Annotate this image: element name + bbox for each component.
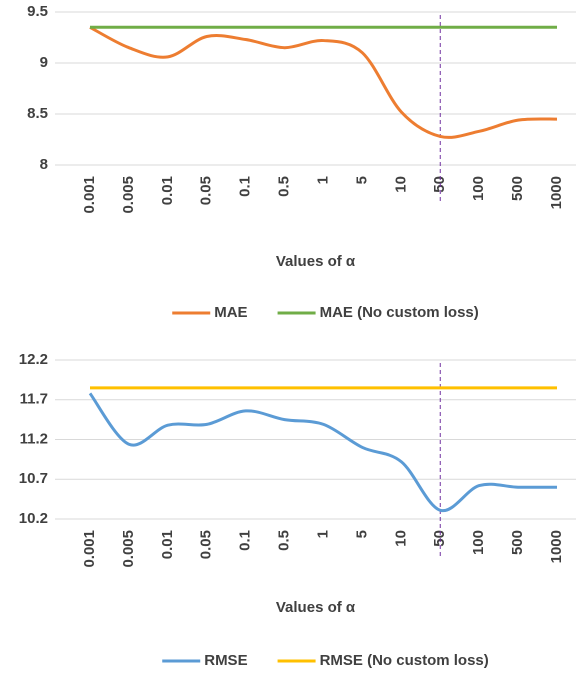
x-tick-label: 0.05 (198, 530, 215, 559)
legend: MAE MAE (No custom loss) (172, 304, 479, 321)
x-tick-label: 1 (314, 530, 331, 538)
x-axis-title: Values of α (276, 599, 356, 616)
x-tick-label: 5 (353, 530, 370, 538)
x-axis-title: Values of α (276, 253, 356, 270)
legend-label: RMSE (No custom loss) (320, 652, 489, 669)
x-tick-label: 0.5 (276, 176, 293, 197)
y-tick-label: 10.7 (19, 470, 48, 487)
series-line (88, 392, 558, 512)
x-tick-label: 0.5 (276, 530, 293, 551)
x-tick-label: 1000 (548, 176, 565, 209)
y-tick-label: 9.5 (27, 3, 48, 20)
x-tick-label: 10 (392, 176, 409, 193)
x-tick-label: 0.05 (198, 176, 215, 205)
legend-label: RMSE (204, 652, 247, 669)
y-tick-label: 8.5 (27, 105, 48, 122)
x-tick-label: 100 (470, 530, 487, 555)
legend-label: MAE (214, 304, 247, 321)
y-tick-label: 11.2 (20, 430, 48, 447)
y-tick-label: 8 (40, 156, 48, 173)
y-tick-label: 10.2 (19, 510, 48, 527)
x-tick-label: 50 (431, 176, 448, 193)
x-tick-label: 0.1 (237, 530, 254, 551)
series-line (89, 25, 558, 139)
x-tick-label: 0.005 (120, 176, 137, 214)
x-tick-label: 0.01 (159, 176, 176, 205)
y-tick-label: 9 (40, 54, 48, 71)
x-tick-label: 10 (392, 530, 409, 547)
x-tick-label: 0.001 (81, 176, 98, 214)
x-tick-label: 0.01 (159, 530, 176, 559)
legend: RMSE RMSE (No custom loss) (162, 652, 489, 669)
y-tick-label: 11.7 (20, 391, 48, 408)
x-tick-label: 50 (431, 530, 448, 547)
x-tick-label: 1 (314, 176, 331, 184)
x-tick-label: 0.001 (81, 530, 98, 568)
legend-label: MAE (No custom loss) (320, 304, 479, 321)
x-tick-label: 500 (509, 530, 526, 555)
y-tick-label: 12.2 (19, 351, 48, 368)
x-tick-label: 5 (353, 176, 370, 184)
chart: 8 8.5 9 9.5 0.001 0.005 0.01 0.05 0.1 0.5 1 5 10 50 10… (27, 3, 576, 321)
x-tick-label: 500 (509, 176, 526, 201)
x-tick-label: 0.1 (237, 176, 254, 197)
x-tick-label: 100 (470, 176, 487, 201)
chart: 10.2 10.7 11.2 11.7 12.2 0.001 0.005 0.01 0.05 0.… (19, 351, 576, 669)
x-tick-label: 1000 (548, 530, 565, 563)
x-tick-label: 0.005 (120, 530, 137, 568)
